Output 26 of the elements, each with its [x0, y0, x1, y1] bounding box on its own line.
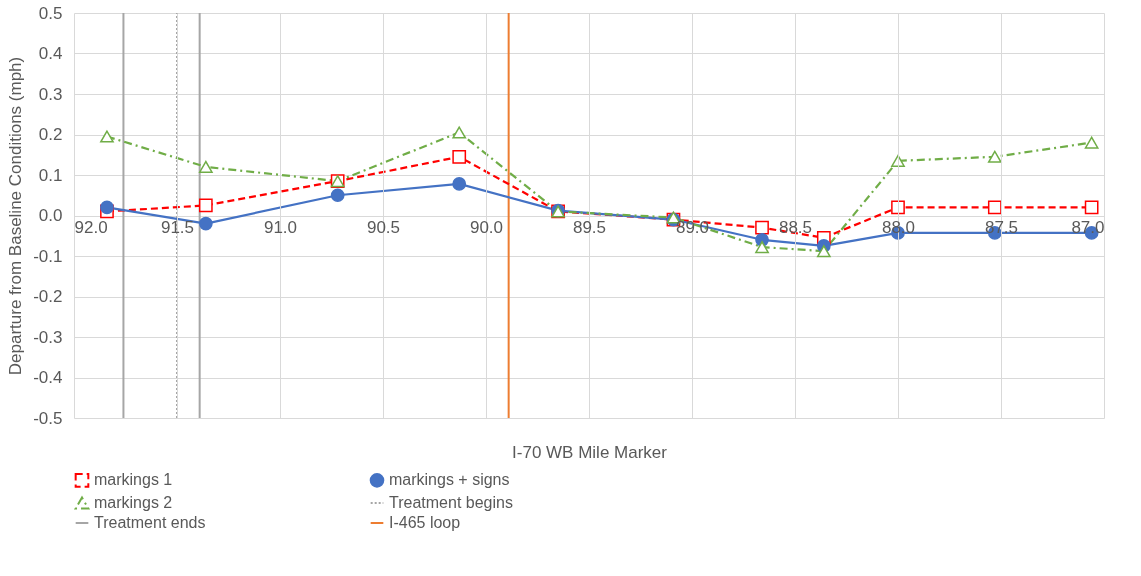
legend-label: markings 1 [94, 471, 173, 489]
y-tick-label: -0.1 [33, 246, 63, 266]
x-axis-title: I-70 WB Mile Marker [512, 442, 668, 462]
legend-label: I-465 loop [389, 514, 461, 531]
x-tick-label: 90.5 [366, 218, 401, 237]
y-tick-label: -0.3 [33, 327, 63, 347]
legend-label: markings 2 [94, 494, 173, 511]
x-tick-label: 90.0 [469, 218, 504, 237]
x-tick-label: 91.5 [160, 218, 195, 237]
y-tick-label: 0.4 [38, 44, 63, 63]
legend-label: Treatment ends [94, 514, 206, 531]
y-tick-label: 0.2 [38, 125, 63, 144]
legend-label: Treatment begins [389, 494, 513, 511]
x-tick-label: 92.0 [74, 218, 108, 237]
y-tick-label: 0.3 [38, 84, 63, 104]
x-tick-label: 89.5 [572, 218, 607, 237]
y-tick-label: -0.5 [33, 408, 63, 428]
y-axis-title: Departure from Baseline Conditions (mph) [6, 56, 26, 376]
y-tick-label: -0.4 [33, 368, 63, 387]
y-tick-label: 0.1 [38, 165, 63, 185]
legend-label: markings + signs [389, 471, 510, 489]
x-tick-label: 88.5 [778, 218, 813, 237]
y-tick-label: 0.0 [38, 206, 63, 225]
x-tick-label: 91.0 [263, 218, 298, 237]
y-tick-label: 0.5 [38, 3, 63, 23]
y-tick-label: -0.2 [33, 287, 63, 306]
